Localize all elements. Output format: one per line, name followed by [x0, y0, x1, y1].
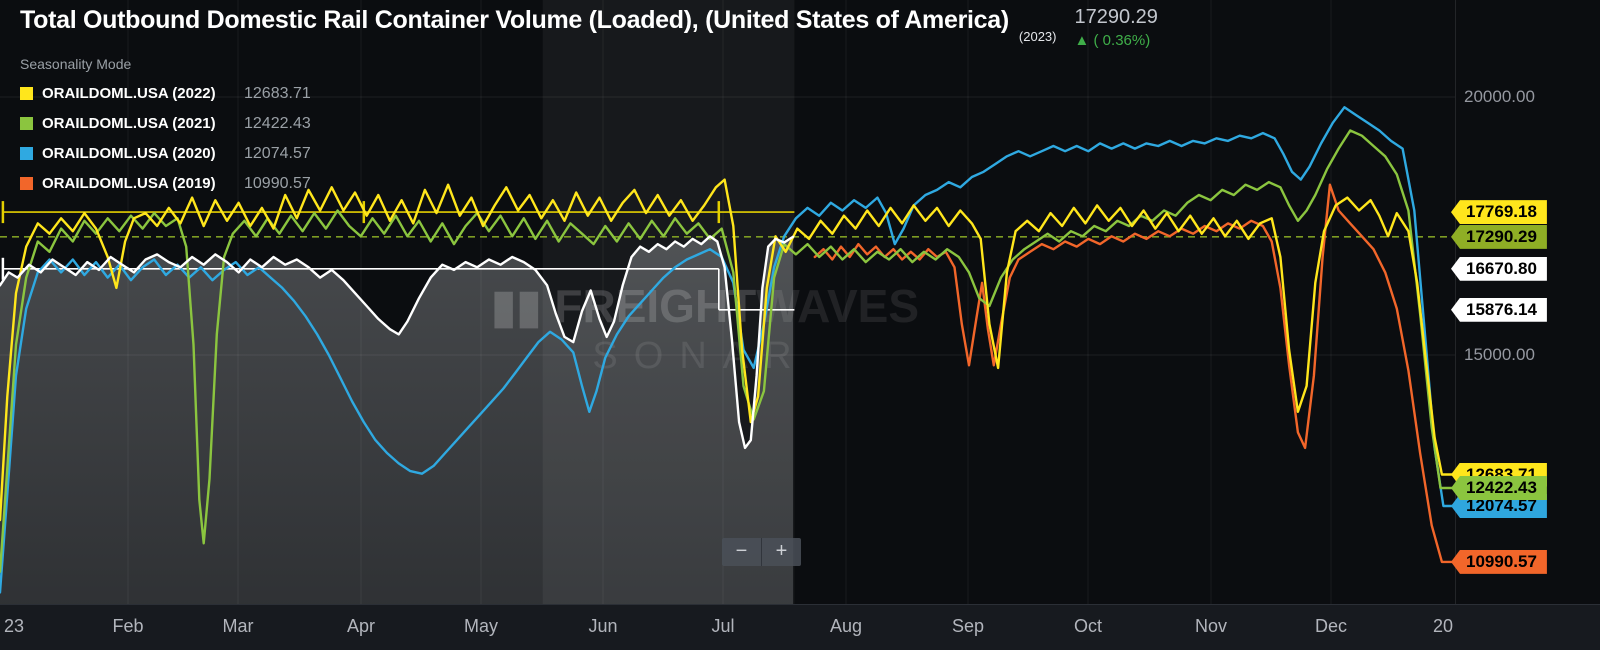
- x-axis-label-Mar: Mar: [222, 616, 254, 636]
- legend-item-2021[interactable]: ORAILDOML.USA (2021) 12422.43: [20, 112, 311, 135]
- x-axis-label-Feb: Feb: [112, 616, 144, 636]
- legend-swatch-icon: [20, 117, 33, 130]
- x-axis[interactable]: 23 Feb Mar Apr May Jun Jul Aug Sep Oct Nov Dec 20: [0, 604, 1600, 650]
- legend-item-2019[interactable]: ORAILDOML.USA (2019) 10990.57: [20, 172, 311, 195]
- legend-swatch-icon: [20, 87, 33, 100]
- legend-label: ORAILDOML.USA (2020): [42, 145, 216, 162]
- legend-value: 12683.71: [244, 84, 311, 102]
- current-value: 17290.29: [1074, 6, 1158, 28]
- legend-swatch-icon: [20, 177, 33, 190]
- seasonality-mode-label: Seasonality Mode: [20, 56, 132, 72]
- zoom-in-button[interactable]: +: [761, 538, 801, 566]
- x-axis-label-20: 20: [1432, 616, 1454, 636]
- up-arrow-icon: ▲: [1074, 32, 1090, 49]
- current-value-block: 17290.29 ▲ ( 0.36%): [1074, 6, 1157, 49]
- x-axis-label-Oct: Oct: [1073, 616, 1103, 636]
- series-line-2023: [0, 235, 795, 450]
- series-line-2021: [0, 129, 1455, 573]
- legend-swatch-icon: [20, 147, 33, 160]
- page-title: Total Outbound Domestic Rail Container V…: [20, 6, 1009, 34]
- x-axis-label-Jul: Jul: [711, 616, 735, 636]
- x-axis-label-23: 23: [3, 616, 25, 636]
- legend-value: 10990.57: [244, 174, 311, 192]
- zoom-control: − +: [722, 538, 801, 566]
- x-axis-label-Jun: Jun: [588, 616, 618, 636]
- legend-item-2020[interactable]: ORAILDOML.USA (2020) 12074.57: [20, 142, 311, 165]
- legend-label: ORAILDOML.USA (2022): [42, 85, 216, 102]
- legend-item-2022[interactable]: ORAILDOML.USA (2022) 12683.71: [20, 82, 311, 105]
- watermark-sonar: SONAR: [592, 335, 807, 377]
- zoom-out-button[interactable]: −: [722, 538, 761, 566]
- legend-label: ORAILDOML.USA (2021): [42, 115, 216, 132]
- watermark-freightwaves: ▮▮ FREIGHTWAVES: [491, 280, 919, 332]
- x-axis-label-Nov: Nov: [1194, 616, 1228, 636]
- x-axis-label-Dec: Dec: [1314, 616, 1348, 636]
- change-text: ( 0.36%): [1093, 32, 1151, 49]
- series-line-2019: [813, 183, 1455, 564]
- legend-item-list: ORAILDOML.USA (2022) 12683.71 ORAILDOML.US…: [20, 82, 311, 195]
- x-axis-label-May: May: [463, 616, 499, 636]
- x-axis-label-Aug: Aug: [829, 616, 863, 636]
- chart-header: Total Outbound Domestic Rail Container V…: [20, 6, 1158, 49]
- legend-label: ORAILDOML.USA (2019): [42, 175, 216, 192]
- legend-value: 12422.43: [244, 114, 311, 132]
- change-percent: ▲ ( 0.36%): [1074, 32, 1157, 49]
- area-fill-2023: [0, 236, 793, 604]
- legend-value: 12074.57: [244, 144, 311, 162]
- title-year-tag: (2023): [1018, 29, 1057, 44]
- series-line-2022: [0, 178, 1455, 522]
- x-axis-label-Apr: Apr: [346, 616, 376, 636]
- legend: Seasonality Mode ORAILDOML.USA (2022) 126…: [20, 56, 311, 202]
- x-axis-label-Sep: Sep: [951, 616, 985, 636]
